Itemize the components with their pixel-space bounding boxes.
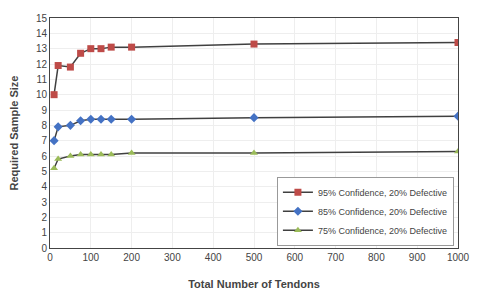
svg-text:7: 7 (41, 135, 47, 146)
svg-text:9: 9 (41, 105, 47, 116)
svg-text:11: 11 (37, 74, 48, 85)
svg-text:400: 400 (205, 252, 222, 263)
svg-text:1000: 1000 (447, 252, 470, 263)
svg-text:3: 3 (41, 197, 47, 208)
svg-text:75% Confidence, 20% Defective: 75% Confidence, 20% Defective (318, 226, 447, 236)
svg-text:0: 0 (47, 252, 53, 263)
svg-text:5: 5 (41, 166, 47, 177)
svg-text:85% Confidence, 20% Defective: 85% Confidence, 20% Defective (318, 207, 447, 217)
svg-text:800: 800 (368, 252, 385, 263)
svg-text:15: 15 (36, 13, 48, 24)
svg-text:2: 2 (41, 212, 47, 223)
svg-text:0: 0 (41, 243, 47, 254)
svg-text:500: 500 (246, 252, 263, 263)
svg-text:200: 200 (123, 252, 140, 263)
svg-text:1: 1 (41, 227, 47, 238)
svg-text:6: 6 (41, 151, 47, 162)
svg-text:10: 10 (36, 89, 48, 100)
svg-text:600: 600 (286, 252, 303, 263)
svg-text:100: 100 (82, 252, 99, 263)
svg-text:13: 13 (36, 43, 48, 54)
svg-text:95% Confidence, 20% Defective: 95% Confidence, 20% Defective (318, 188, 447, 198)
svg-text:300: 300 (164, 252, 181, 263)
svg-text:900: 900 (409, 252, 426, 263)
svg-text:8: 8 (41, 120, 47, 131)
svg-text:4: 4 (41, 181, 47, 192)
svg-text:700: 700 (327, 252, 344, 263)
svg-text:Required Sample Size: Required Sample Size (8, 76, 20, 191)
svg-text:Total Number of Tendons: Total Number of Tendons (188, 278, 320, 290)
svg-text:14: 14 (36, 28, 48, 39)
svg-text:12: 12 (36, 59, 48, 70)
